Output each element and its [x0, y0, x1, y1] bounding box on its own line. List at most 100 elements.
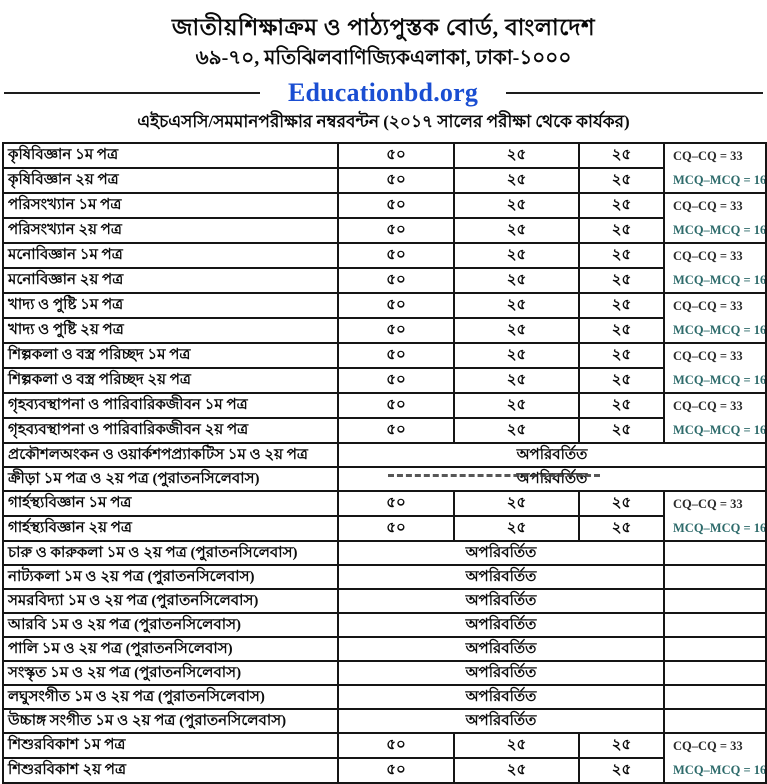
marks-value-cell: ২৫ — [453, 266, 580, 294]
marks-value-cell: ২৫ — [578, 166, 665, 194]
empty-note-cell — [663, 659, 767, 686]
note-mcq-label: MCQ–MCQ = 16 — [673, 520, 766, 535]
marks-value-cell: ৫০ — [337, 241, 455, 269]
unchanged-status-cell: অপরিবর্তিত — [337, 441, 767, 468]
marks-value-cell: ৫০ — [337, 756, 455, 784]
note-mcq-label: MCQ–MCQ = 16 — [673, 372, 766, 387]
marks-value-cell: ২৫ — [578, 241, 665, 269]
watermark-left-rule — [3, 91, 260, 94]
table-row: মনোবিজ্ঞান ১ম পত্র ৫০ ২৫ ২৫ CQ–CQ = 33 MCQ–MC… — [2, 241, 767, 294]
note-cell: CQ–CQ = 33 MCQ–MCQ = 16 — [663, 241, 767, 294]
marks-value-cell: ৫০ — [337, 391, 455, 419]
marks-value-cell: ৫০ — [337, 366, 455, 394]
marks-value-cell: ৫০ — [337, 316, 455, 344]
note-cq-label: CQ–CQ = 33 — [673, 148, 743, 163]
subject-cell: শিল্পকলা ও বস্ত্র পরিচ্ছদ ১ম পত্র — [2, 341, 339, 369]
note-mcq-label: MCQ–MCQ = 16 — [673, 222, 766, 237]
marks-value-cell: ২৫ — [578, 366, 665, 394]
marks-value-cell: ২৫ — [453, 341, 580, 369]
unchanged-status-cell: অপরিবর্তিত — [337, 587, 665, 614]
marks-value-cell: ২৫ — [453, 141, 580, 169]
table-row: গৃহব্যবস্থাপনা ও পারিবারিকজীবন ২য় পত্র ৫… — [2, 416, 766, 444]
marks-value-cell: ২৫ — [453, 366, 580, 394]
table-row: চারু ও কারুকলা ১ম ও ২য় পত্র (পুরাতনসিলে… — [2, 539, 767, 566]
table-row: কৃষিবিজ্ঞান ২য় পত্র ৫০ ২৫ ২৫ — [2, 166, 766, 194]
table-row: শিল্পকলা ও বস্ত্র পরিচ্ছদ ১ম পত্র ৫০ ২৫ ২৫ C… — [2, 341, 767, 394]
subject-cell: মনোবিজ্ঞান ২য় পত্র — [2, 266, 339, 294]
subject-cell: শিশুরবিকাশ ১ম পত্র — [2, 731, 339, 759]
table-row: শিশুরবিকাশ ১ম পত্র ৫০ ২৫ ২৫ CQ–CQ = 33 MCQ–MC… — [2, 731, 767, 784]
table-row: খাদ্য ও পুষ্টি ১ম পত্র ৫০ ২৫ ২৫ CQ–CQ = 33 MC… — [2, 291, 767, 344]
unchanged-status-cell: অপরিবর্তিত — [337, 611, 665, 638]
marks-value-cell: ২৫ — [453, 416, 580, 444]
table-row: পরিসংখ্যান ১ম পত্র ৫০ ২৫ ২৫ CQ–CQ = 33 MCQ–MC… — [2, 191, 767, 244]
empty-note-cell — [663, 707, 767, 734]
marks-value-cell: ২৫ — [578, 216, 665, 244]
site-watermark: Educationbd.org — [287, 77, 479, 107]
note-cell: CQ–CQ = 33 MCQ–MCQ = 16 — [663, 341, 767, 394]
marks-value-cell: ২৫ — [453, 291, 580, 319]
marks-value-cell: ২৫ — [578, 341, 665, 369]
subject-cell: শিল্পকলা ও বস্ত্র পরিচ্ছদ ২য় পত্র — [2, 366, 339, 394]
unchanged-status-cell: অপরিবর্তিত — [337, 683, 665, 710]
subject-cell: খাদ্য ও পুষ্টি ১ম পত্র — [2, 291, 339, 319]
subject-cell: সমরবিদ্যা ১ম ও ২য় পত্র (পুরাতনসিলেবাস) — [2, 587, 339, 614]
subject-cell: গার্হস্থ্যবিজ্ঞান ১ম পত্র — [2, 489, 339, 517]
marks-value-cell: ২৫ — [578, 141, 665, 169]
marks-value-cell: ৫০ — [337, 341, 455, 369]
document-subtitle: এইচএসসি/সমমানপরীক্ষার নম্বরবন্টন (২০১৭ স… — [137, 111, 630, 131]
note-cq-label: CQ–CQ = 33 — [673, 248, 743, 263]
unchanged-status-cell: অপরিবর্তিত — [337, 563, 665, 590]
note-mcq-label: MCQ–MCQ = 16 — [673, 172, 766, 187]
marks-value-cell: ২৫ — [453, 489, 580, 517]
note-cq-label: CQ–CQ = 33 — [673, 398, 743, 413]
empty-note-cell — [663, 539, 767, 566]
note-mcq-label: MCQ–MCQ = 16 — [673, 422, 766, 437]
table-row: শিল্পকলা ও বস্ত্র পরিচ্ছদ ২য় পত্র ৫০ ২৫ ২৫ — [2, 366, 766, 394]
subject-cell: কৃষিবিজ্ঞান ২য় পত্র — [2, 166, 339, 194]
table-row: পালি ১ম ও ২য় পত্র (পুরাতনসিলেবাস) অপরিবর… — [2, 635, 767, 662]
note-cell: CQ–CQ = 33 MCQ–MCQ = 16 — [663, 731, 767, 784]
marks-value-cell: ২৫ — [578, 514, 665, 542]
document-header: জাতীয়শিক্ষাক্রম ও পাঠ্যপুস্তক বোর্ড, বা… — [0, 0, 767, 137]
marks-value-cell: ২৫ — [578, 489, 665, 517]
table-row: গার্হস্থ্যবিজ্ঞান ১ম পত্র ৫০ ২৫ ২৫ CQ–CQ = 3… — [2, 489, 767, 542]
watermark-right-rule — [506, 91, 764, 94]
marks-value-cell: ২৫ — [453, 191, 580, 219]
unchanged-status-cell: অপরিবর্তিত — [337, 539, 665, 566]
note-cq-label: CQ–CQ = 33 — [673, 298, 743, 313]
subject-cell: লঘুসংগীত ১ম ও ২য় পত্র (পুরাতনসিলেবাস) — [2, 683, 339, 710]
table-row: লঘুসংগীত ১ম ও ২য় পত্র (পুরাতনসিলেবাস) অপ… — [2, 683, 767, 710]
empty-note-cell — [663, 587, 767, 614]
subject-cell: কৃষিবিজ্ঞান ১ম পত্র — [2, 141, 339, 169]
marks-value-cell: ২৫ — [453, 166, 580, 194]
marks-value-cell: ২৫ — [578, 731, 665, 759]
marks-distribution-table: কৃষিবিজ্ঞান ১ম পত্র ৫০ ২৫ ২৫ CQ–CQ = 33 MCQ–M… — [2, 141, 767, 784]
marks-value-cell: ২৫ — [453, 241, 580, 269]
table-row: সমরবিদ্যা ১ম ও ২য় পত্র (পুরাতনসিলেবাস) অ… — [2, 587, 767, 614]
table-row: উচ্চাঙ্গ সংগীত ১ম ও ২য় পত্র (পুরাতনসিলে… — [2, 707, 767, 734]
table-row: আরবি ১ম ও ২য় পত্র (পুরাতনসিলেবাস) অপরিবর… — [2, 611, 767, 638]
marks-value-cell: ২৫ — [453, 514, 580, 542]
note-cq-label: CQ–CQ = 33 — [673, 348, 743, 363]
subject-cell: পরিসংখ্যান ২য় পত্র — [2, 216, 339, 244]
subject-cell: নাট্যকলা ১ম ও ২য় পত্র (পুরাতনসিলেবাস) — [2, 563, 339, 590]
marks-value-cell: ৫০ — [337, 731, 455, 759]
subject-cell: শিশুরবিকাশ ২য় পত্র — [2, 756, 339, 784]
note-cell: CQ–CQ = 33 MCQ–MCQ = 16 — [663, 141, 767, 194]
marks-value-cell: ৫০ — [337, 514, 455, 542]
subject-cell: খাদ্য ও পুষ্টি ২য় পত্র — [2, 316, 339, 344]
subject-cell: প্রকৌশলঅংকন ও ওয়ার্কশপপ্র্যাকটিস ১ম ও ২… — [2, 441, 339, 468]
marks-value-cell: ২৫ — [578, 266, 665, 294]
subject-cell: ক্রীড়া ১ম পত্র ও ২য় পত্র (পুরাতনসিলেবা… — [2, 465, 339, 492]
table-row: ক্রীড়া ১ম পত্র ও ২য় পত্র (পুরাতনসিলেবা… — [2, 465, 767, 492]
table-row: মনোবিজ্ঞান ২য় পত্র ৫০ ২৫ ২৫ — [2, 266, 766, 294]
marks-value-cell: ২৫ — [453, 391, 580, 419]
table-row: প্রকৌশলঅংকন ও ওয়ার্কশপপ্র্যাকটিস ১ম ও ২… — [2, 441, 767, 468]
marks-value-cell: ৫০ — [337, 216, 455, 244]
subject-cell: মনোবিজ্ঞান ১ম পত্র — [2, 241, 339, 269]
note-cell: CQ–CQ = 33 MCQ–MCQ = 16 — [663, 489, 767, 542]
empty-note-cell — [663, 563, 767, 590]
note-cell: CQ–CQ = 33 MCQ–MCQ = 16 — [663, 291, 767, 344]
